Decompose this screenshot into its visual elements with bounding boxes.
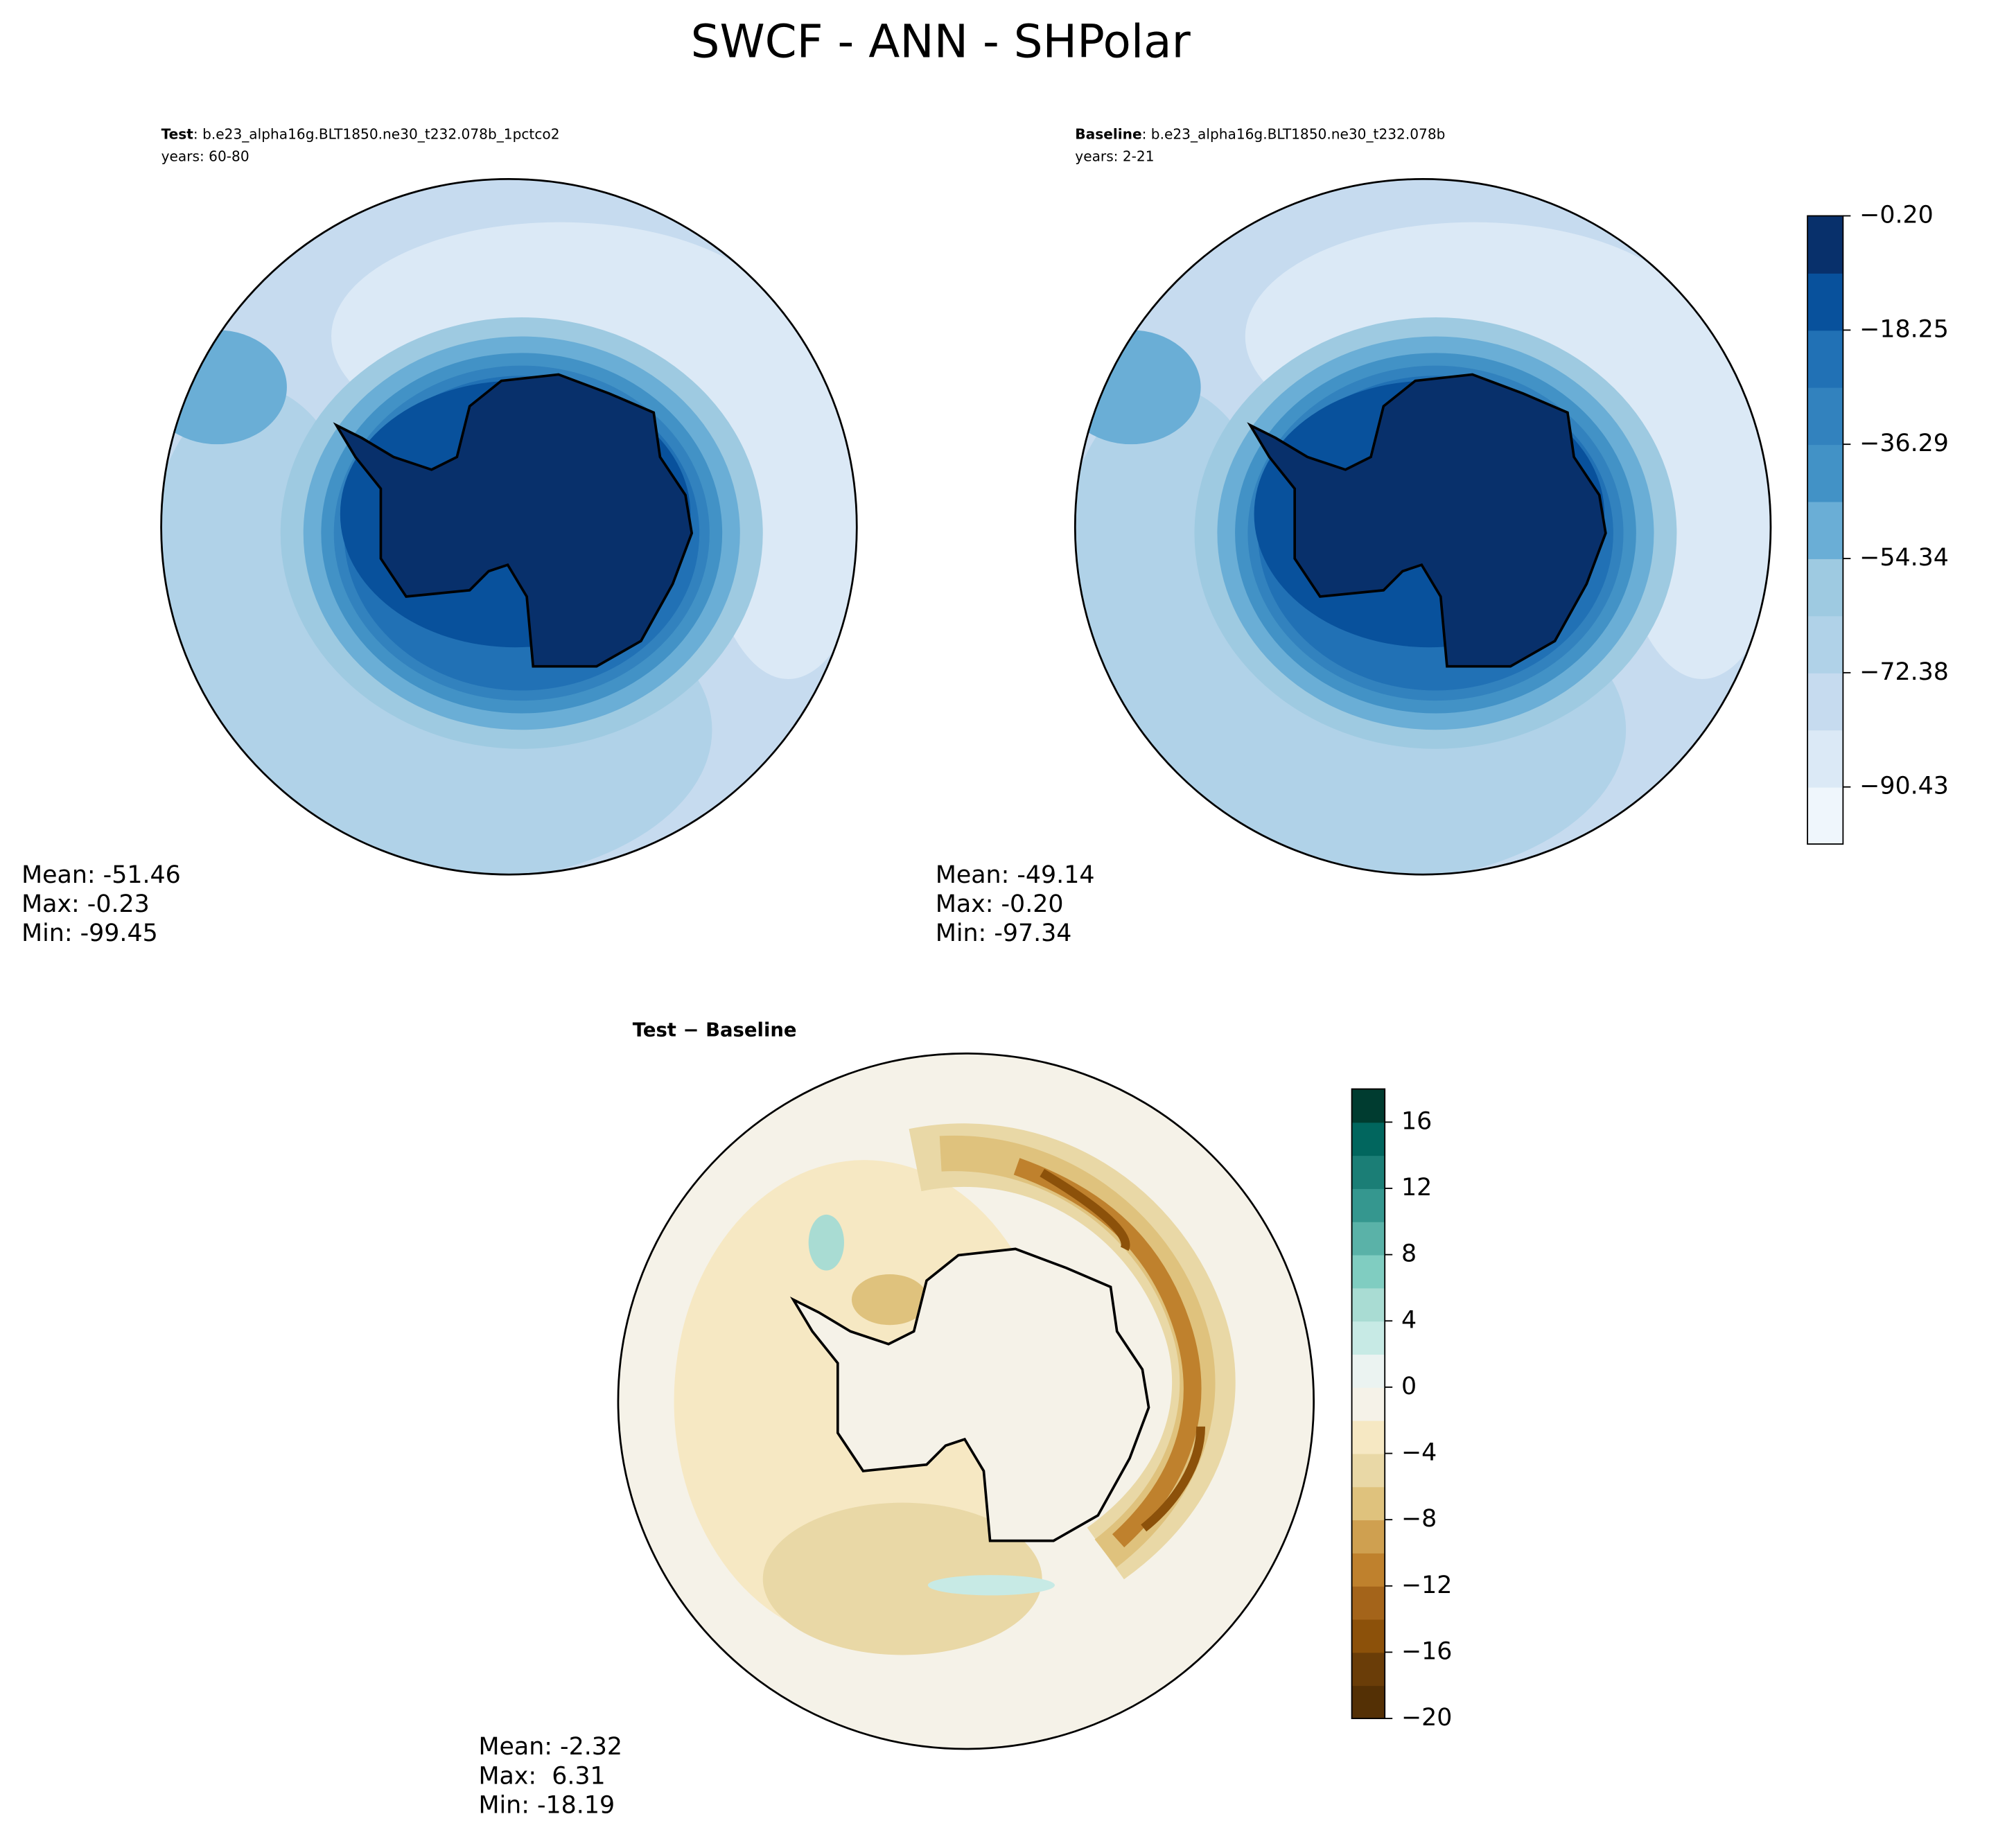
- colorbar-band: [1807, 730, 1843, 788]
- colorbar-tick-label: 16: [1401, 1107, 1432, 1135]
- panel-header: Test: b.e23_alpha16g.BLT1850.ne30_t232.0…: [161, 125, 560, 142]
- colorbar-frame: [1351, 1088, 1386, 1719]
- colorbar-band: [1351, 1619, 1385, 1653]
- baseline-map: [1055, 179, 1791, 882]
- colorbar-band: [1351, 1122, 1385, 1156]
- colorbar-tick-label: −12: [1401, 1572, 1452, 1599]
- stat: Mean: -2.32: [478, 1733, 622, 1761]
- colorbar-band: [1351, 1188, 1385, 1222]
- diff-panel: Test − Baseline Mean: -2.32 Max: 6.31 Mi…: [478, 1019, 1315, 1819]
- colorbar-band: [1351, 1486, 1385, 1521]
- colorbar-band: [1351, 1221, 1385, 1256]
- stat: Mean: -49.14: [936, 861, 1095, 889]
- colorbar-band: [1351, 1387, 1385, 1421]
- colorbar-band: [1807, 387, 1843, 446]
- colorbar-band: [1807, 444, 1843, 502]
- panel-header: Baseline: b.e23_alpha16g.BLT1850.ne30_t2…: [1075, 125, 1445, 142]
- baseline-panel: Baseline: b.e23_alpha16g.BLT1850.ne30_t2…: [936, 125, 1791, 947]
- test-map: [141, 179, 877, 882]
- stat: Max: -0.20: [936, 890, 1064, 918]
- stat: Min: -18.19: [478, 1791, 615, 1819]
- colorbar-band: [1807, 501, 1843, 559]
- case-name: : b.e23_alpha16g.BLT1850.ne30_t232.078b_…: [193, 125, 560, 142]
- colorbar-tick-label: −16: [1401, 1637, 1452, 1665]
- case-label: Test: [161, 125, 194, 142]
- stat: Max: -0.23: [21, 890, 150, 918]
- colorbar-frame: [1807, 215, 1844, 845]
- colorbar-tick-label: −18.25: [1859, 315, 1949, 343]
- stat: Mean: -51.46: [21, 861, 181, 889]
- stat: Min: -97.34: [936, 919, 1072, 947]
- colorbar-tick-label: 8: [1401, 1240, 1417, 1268]
- colorbar-band: [1351, 1652, 1385, 1687]
- colorbar-band: [1807, 330, 1843, 388]
- colorbar-band: [1351, 1420, 1385, 1454]
- colorbar-band: [1351, 1520, 1385, 1554]
- colorbar-tick-label: −0.20: [1859, 202, 1934, 229]
- panel-title: Test − Baseline: [633, 1019, 797, 1041]
- colorbar-tick-label: −8: [1401, 1505, 1437, 1533]
- case-name: : b.e23_alpha16g.BLT1850.ne30_t232.078b: [1142, 125, 1446, 142]
- colorbar-band: [1807, 672, 1843, 731]
- colorbar-band: [1351, 1254, 1385, 1289]
- colorbar-tick-label: −36.29: [1859, 430, 1949, 457]
- years: years: 2-21: [1075, 148, 1154, 165]
- colorbar-band: [1807, 786, 1843, 845]
- stat: Min: -99.45: [21, 919, 158, 947]
- colorbar-band: [1351, 1354, 1385, 1388]
- years: years: 60-80: [161, 148, 249, 165]
- colorbar-tick-label: −4: [1401, 1439, 1437, 1467]
- colorbar-band: [1807, 272, 1843, 331]
- diff-map: [617, 1052, 1315, 1750]
- case-label: Baseline: [1075, 125, 1141, 142]
- colorbar-tick-label: −20: [1401, 1704, 1452, 1732]
- colorbar-band: [1807, 215, 1843, 274]
- colorbar-band: [1351, 1089, 1385, 1123]
- colorbar-tick-label: 0: [1401, 1373, 1417, 1400]
- colorbar-band: [1351, 1155, 1385, 1189]
- colorbar-band: [1351, 1552, 1385, 1587]
- test-panel: Test: b.e23_alpha16g.BLT1850.ne30_t232.0…: [21, 125, 877, 947]
- colorbar-band: [1351, 1685, 1385, 1719]
- colorbar-band: [1351, 1287, 1385, 1322]
- colorbar-tick-label: −54.34: [1859, 544, 1949, 572]
- stat: Max: 6.31: [478, 1762, 605, 1790]
- colorbar-band: [1807, 558, 1843, 617]
- colorbar-tick-label: 12: [1401, 1174, 1432, 1202]
- colorbar-tick-label: 4: [1401, 1306, 1417, 1334]
- colorbar-tick-label: −72.38: [1859, 658, 1949, 686]
- colorbar-tick-label: −90.43: [1859, 773, 1949, 800]
- colorbar-band: [1807, 615, 1843, 674]
- colorbar-band: [1351, 1585, 1385, 1620]
- figure-title: SWCF - ANN - SHPolar: [691, 15, 1191, 68]
- colorbar-band: [1351, 1321, 1385, 1355]
- colorbar-band: [1351, 1453, 1385, 1488]
